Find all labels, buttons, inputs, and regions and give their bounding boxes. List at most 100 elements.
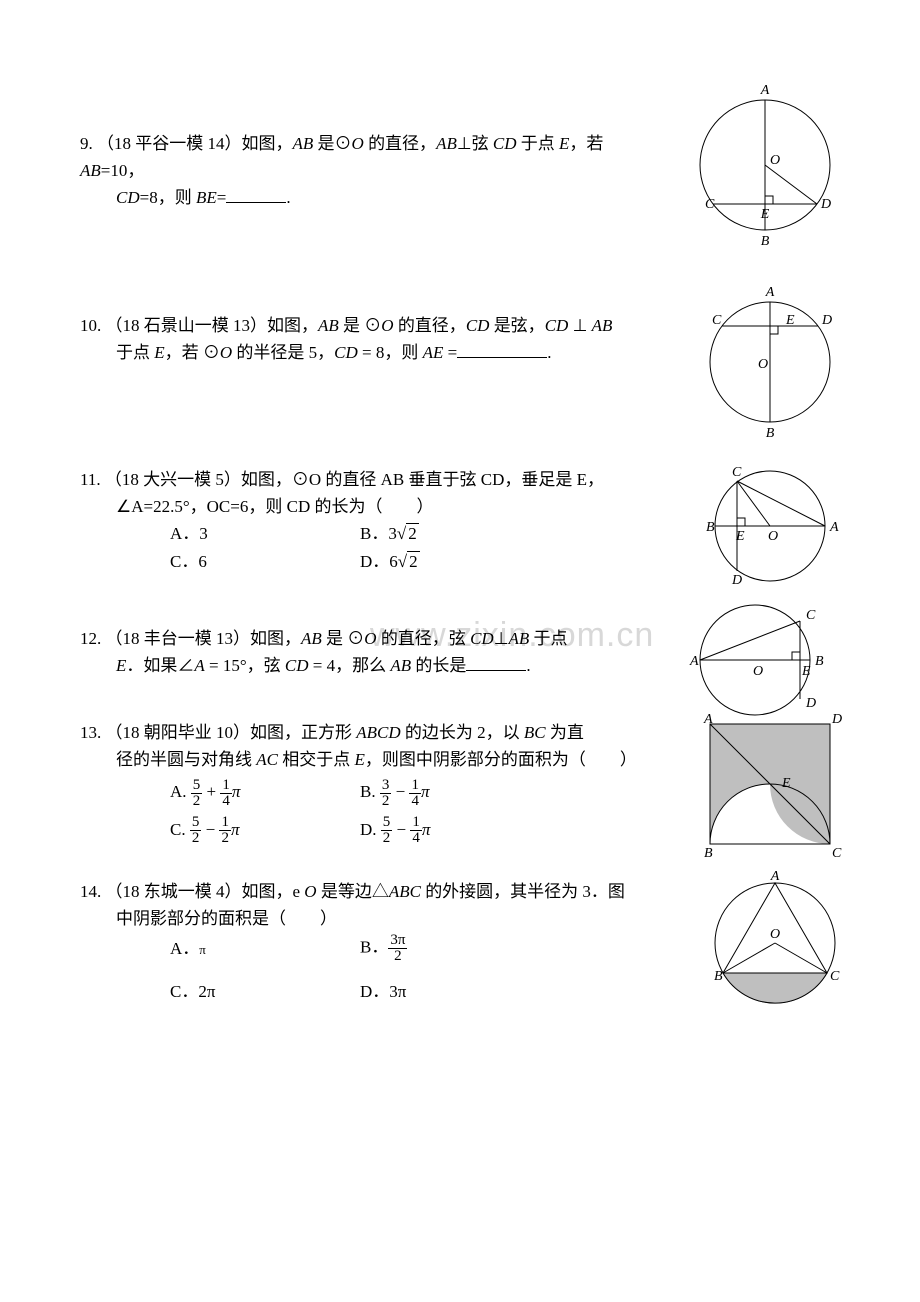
q9-num: 9.	[80, 134, 93, 153]
q10-O2: O	[220, 343, 232, 362]
q14-l2: 中阴影部分的面积是（ ）	[116, 909, 337, 928]
svg-text:C: C	[832, 846, 842, 859]
q12-CD2: CD	[285, 656, 309, 675]
q9-O: O	[352, 134, 364, 153]
q10-t6: 的半径是 5，	[232, 343, 334, 362]
svg-text:E: E	[760, 207, 770, 222]
q12-src: （18 丰台一模 13）	[106, 629, 251, 648]
q9-t1: 如图，	[242, 134, 293, 153]
q11-t1: 如图，⊙O 的直径 AB 垂直于弦 CD，垂足是 E，	[241, 470, 604, 489]
q10-CD3: CD	[334, 343, 358, 362]
q10-src: （18 石景山一模 13）	[106, 316, 268, 335]
q12-AB2: AB	[509, 629, 530, 648]
svg-text:D: D	[820, 197, 831, 212]
q12-t4: ⊥	[494, 629, 509, 648]
q11-optD: D．62	[360, 548, 550, 575]
q13-BC: BC	[524, 723, 546, 742]
q9-t3: 的直径，	[364, 134, 436, 153]
q10-t5: ，若 ⊙	[165, 343, 220, 362]
q13-num: 13.	[80, 723, 101, 742]
question-13: 13. （18 朝阳毕业 10）如图，正方形 ABCD 的边长为 2，以 BC …	[80, 719, 840, 848]
q9-eq: =	[217, 188, 227, 207]
q13-t3: 为直	[546, 723, 584, 742]
q11-num: 11.	[80, 470, 101, 489]
q13-ABCD: ABCD	[356, 723, 400, 742]
figure-q14: A B C O	[700, 868, 850, 1018]
q10-blank	[457, 340, 547, 358]
q14-ABC: ABC	[389, 882, 421, 901]
figure-q11: C D B A O E	[680, 456, 850, 596]
q9-abeq: =10，	[101, 161, 145, 180]
q9-t6: ，若	[569, 134, 603, 153]
q14-O: O	[304, 882, 316, 901]
q10-O: O	[381, 316, 393, 335]
q13-optA: A. 52 + 14π	[170, 773, 360, 810]
q13-t4: 相交于点	[278, 750, 355, 769]
svg-text:A: A	[770, 869, 780, 884]
svg-text:A: A	[760, 83, 770, 98]
question-14: 14. （18 东城一模 4）如图，e O 是等边△ABC 的外接圆，其半径为 …	[80, 878, 840, 1005]
svg-text:B: B	[815, 654, 824, 669]
svg-text:B: B	[766, 426, 775, 441]
svg-text:D: D	[731, 573, 742, 588]
figure-q9: A B C D O E	[680, 80, 850, 250]
q13-optC: C. 52 − 12π	[170, 811, 360, 848]
q9-blank	[226, 185, 286, 203]
question-10: 10. （18 石景山一模 13）如图，AB 是 ⊙O 的直径，CD 是弦，CD…	[80, 312, 840, 366]
q9-t5: 于点	[517, 134, 560, 153]
q12-len: 的长是	[411, 656, 466, 675]
q12-t1: 如图，	[250, 629, 301, 648]
q14-src: （18 东城一模 4）	[106, 882, 242, 901]
svg-text:O: O	[770, 153, 780, 168]
svg-text:B: B	[714, 969, 723, 984]
q13-t1: 如图，正方形	[250, 723, 356, 742]
svg-text:A: A	[829, 520, 839, 535]
q10-t1: 如图，	[267, 316, 318, 335]
q10-t4: 是弦，	[489, 316, 544, 335]
q12-t2: 是 ⊙	[322, 629, 365, 648]
q9-CD2: CD	[116, 188, 140, 207]
q10-t7: ，则	[384, 343, 422, 362]
svg-text:C: C	[806, 608, 816, 623]
q9-E: E	[559, 134, 569, 153]
q14-optC: C．2π	[170, 978, 360, 1005]
svg-text:D: D	[831, 712, 842, 727]
q13-optD: D. 52 − 14π	[360, 811, 550, 848]
q10-AE: AE	[423, 343, 444, 362]
q12-AB3: AB	[390, 656, 411, 675]
q9-AB3: AB	[80, 161, 101, 180]
figure-q12: A B C D O E	[660, 595, 850, 725]
q9-BE: BE	[196, 188, 217, 207]
q13-l2: 径的半圆与对角线	[116, 750, 256, 769]
q11-optC: C．6	[170, 548, 360, 575]
q14-num: 14.	[80, 882, 101, 901]
svg-text:A: A	[703, 712, 713, 727]
svg-text:B: B	[704, 846, 713, 859]
q12-t3: 的直径，弦	[377, 629, 471, 648]
q12-l2a: ．如果∠	[126, 656, 194, 675]
svg-text:C: C	[830, 969, 840, 984]
q9-src: （18 平谷一模 14）	[97, 134, 242, 153]
svg-text:E: E	[801, 664, 811, 679]
q9-period: .	[286, 188, 290, 207]
svg-text:E: E	[785, 313, 795, 328]
q10-t4b: ⊥	[568, 316, 591, 335]
svg-text:A: A	[689, 654, 699, 669]
q12-O: O	[364, 629, 376, 648]
q11-src: （18 大兴一模 5）	[105, 470, 241, 489]
svg-text:O: O	[753, 664, 763, 679]
q10-AB2: AB	[592, 316, 613, 335]
q10-E: E	[154, 343, 164, 362]
q12-A: A	[194, 656, 204, 675]
q10-period: .	[547, 343, 551, 362]
q12-blank	[466, 653, 526, 671]
q12-t5: 于点	[529, 629, 567, 648]
figure-q13: A D B C E	[690, 709, 850, 859]
q10-CD: CD	[466, 316, 490, 335]
question-9: 9. （18 平谷一模 14）如图，AB 是⊙O 的直径，AB⊥弦 CD 于点 …	[80, 130, 840, 212]
q12-cdeq: = 4，那么	[309, 656, 391, 675]
q13-t2: 的边长为 2，以	[401, 723, 524, 742]
svg-text:O: O	[770, 927, 780, 942]
q12-E: E	[116, 656, 126, 675]
svg-text:E: E	[781, 776, 791, 791]
